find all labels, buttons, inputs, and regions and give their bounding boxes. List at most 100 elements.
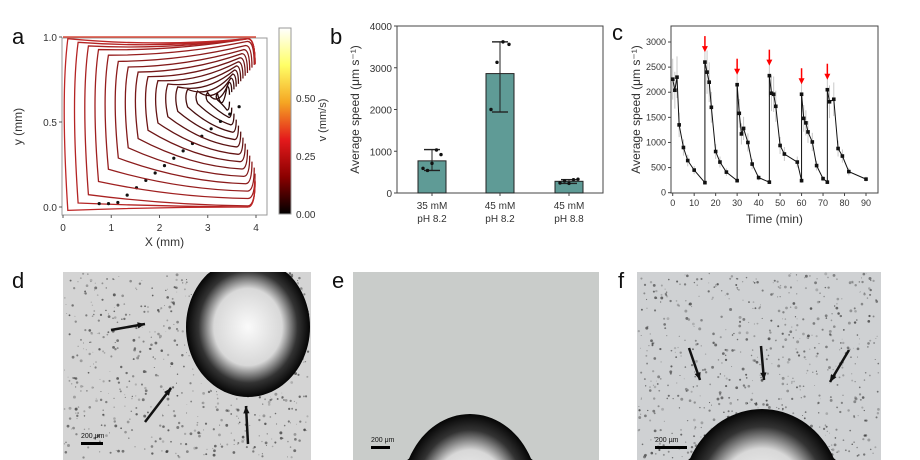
particle: [159, 437, 162, 440]
particle: [836, 297, 840, 301]
particle: [297, 280, 299, 282]
particle: [192, 390, 194, 392]
particle: [700, 421, 704, 425]
particle: [759, 304, 761, 306]
particle: [836, 383, 839, 386]
particle: [694, 371, 696, 373]
particle: [852, 282, 854, 284]
particle: [853, 415, 856, 418]
particle: [274, 441, 277, 444]
particle: [692, 418, 696, 422]
particle: [693, 326, 695, 327]
particle: [841, 338, 843, 340]
y-tick-label: 0.5: [43, 118, 57, 129]
particle: [185, 281, 188, 284]
particle: [838, 376, 841, 379]
particle: [692, 386, 695, 388]
particle: [94, 286, 98, 290]
particle: [784, 406, 787, 409]
data-point: [709, 105, 714, 110]
particle: [856, 454, 859, 457]
data-point: [421, 166, 425, 171]
particle: [753, 402, 756, 404]
particle: [653, 412, 656, 415]
data-point: [430, 161, 434, 166]
y-tick-label: 3000: [370, 64, 393, 75]
particle: [71, 383, 73, 385]
particle: [816, 300, 820, 304]
particle: [816, 317, 820, 321]
particle: [177, 455, 181, 459]
particle: [776, 406, 778, 409]
particle: [213, 449, 216, 453]
particle: [287, 420, 290, 423]
particle: [289, 446, 292, 448]
particle: [203, 454, 205, 456]
particle: [876, 335, 878, 337]
x-tick-label: 1: [108, 223, 114, 234]
particle: [123, 303, 126, 305]
y-tick-label: 2000: [646, 87, 666, 97]
particle: [640, 308, 643, 311]
particle: [739, 378, 742, 381]
data-point: [439, 152, 443, 157]
particle: [131, 375, 135, 378]
particle: [136, 356, 140, 360]
particle: [730, 275, 734, 278]
particle: [814, 281, 817, 285]
particle: [756, 280, 759, 284]
particle: [281, 392, 283, 394]
particle: [856, 334, 859, 336]
data-point: [741, 126, 746, 131]
particle: [637, 330, 640, 333]
scale-bar: [371, 446, 390, 449]
particle: [720, 290, 723, 292]
particle: [650, 339, 653, 343]
particle: [237, 422, 240, 425]
particle: [134, 383, 137, 386]
particle: [304, 395, 308, 398]
particle: [91, 386, 94, 389]
particle: [186, 352, 188, 354]
particle: [765, 349, 768, 351]
particle: [93, 363, 94, 365]
particle: [794, 306, 798, 310]
particle: [752, 359, 755, 362]
particle: [297, 283, 299, 285]
particle: [812, 322, 816, 325]
particle: [172, 410, 176, 413]
droplet: [682, 409, 842, 460]
particle: [109, 451, 112, 454]
particle: [201, 401, 205, 405]
particle: [736, 277, 739, 280]
particle: [154, 341, 158, 345]
particle: [677, 346, 679, 349]
particle: [666, 317, 670, 321]
particle: [649, 386, 651, 388]
particle: [711, 365, 715, 369]
particle: [182, 365, 185, 368]
particle: [863, 379, 866, 381]
particle: [134, 446, 136, 448]
particle: [107, 331, 110, 334]
particle: [146, 310, 150, 313]
x-tick-label: 3: [205, 223, 211, 234]
particle: [693, 281, 696, 284]
particle: [778, 407, 780, 410]
particle: [190, 293, 192, 296]
streamline: [134, 53, 249, 170]
particle: [855, 319, 858, 321]
particle: [283, 424, 286, 427]
particle: [775, 339, 777, 342]
particle: [778, 286, 782, 290]
particle: [786, 389, 790, 393]
particle: [114, 341, 116, 344]
particle: [784, 318, 787, 320]
particle: [120, 427, 122, 430]
particle: [823, 295, 825, 298]
particle: [694, 339, 697, 342]
particle: [112, 278, 114, 280]
particle: [105, 309, 107, 312]
particle: [66, 312, 68, 314]
streamline-arrowhead: [162, 164, 167, 168]
